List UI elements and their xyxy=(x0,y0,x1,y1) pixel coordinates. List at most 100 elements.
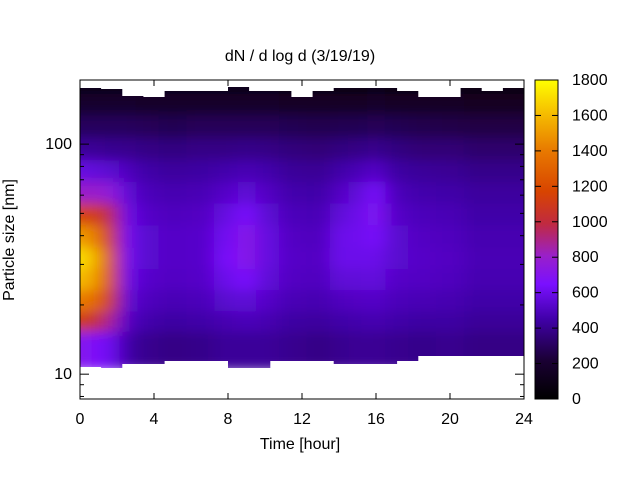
heatmap-cell xyxy=(255,310,280,332)
heatmap-cell xyxy=(436,224,465,248)
colorbar-tick-label: 1200 xyxy=(572,178,608,195)
heatmap-cell xyxy=(491,137,524,161)
heatmap-cell xyxy=(436,202,465,226)
x-tick-label: 12 xyxy=(293,411,311,428)
heatmap-cell xyxy=(463,137,493,161)
heatmap-cell xyxy=(385,181,410,204)
heatmap-cell xyxy=(158,268,188,291)
heatmap-cell xyxy=(91,330,107,372)
heatmap-cell xyxy=(348,114,368,138)
heatmap-cell xyxy=(214,224,238,248)
heatmap-cell xyxy=(306,93,331,116)
heatmap-cell xyxy=(105,137,121,161)
heatmap-cell xyxy=(135,224,160,248)
heatmap-cell xyxy=(463,289,493,312)
heatmap-cell xyxy=(329,330,350,372)
heatmap-cell xyxy=(278,310,308,332)
heatmap-cell xyxy=(348,224,368,248)
no-data-region-bottom xyxy=(80,356,524,399)
heatmap-cell xyxy=(91,137,107,161)
heatmap-cell xyxy=(105,330,121,372)
heatmap-cell xyxy=(436,289,465,312)
heatmap-cell xyxy=(491,289,524,312)
heatmap-cell xyxy=(186,93,215,116)
heatmap-cell xyxy=(119,289,137,312)
heatmap-cell xyxy=(105,268,121,291)
heatmap-cell xyxy=(329,268,350,291)
heatmap-cell xyxy=(329,114,350,138)
heatmap-cell xyxy=(366,202,387,226)
heatmap-cell xyxy=(463,224,493,248)
heatmap-cell xyxy=(436,114,465,138)
colorbar-tick-label: 0 xyxy=(572,391,581,408)
heatmap-cell xyxy=(105,93,121,116)
heatmap-cell xyxy=(237,202,257,226)
heatmap-cell xyxy=(366,268,387,291)
colorbar-tick-label: 800 xyxy=(572,249,599,266)
heatmap-cell xyxy=(385,289,410,312)
heatmap-cell xyxy=(186,289,215,312)
heatmap-cell xyxy=(91,114,107,138)
heatmap-cell xyxy=(91,289,107,312)
heatmap-cell xyxy=(158,114,188,138)
heatmap-cell xyxy=(119,159,137,182)
heatmap-cell xyxy=(237,330,257,372)
heatmap-cell xyxy=(385,246,410,270)
heatmap-cell xyxy=(366,137,387,161)
heatmap-cell xyxy=(348,289,368,312)
heatmap-cell xyxy=(408,310,437,332)
heatmap-cell xyxy=(463,246,493,270)
heatmap-cell xyxy=(158,93,188,116)
x-tick-label: 20 xyxy=(441,411,459,428)
heatmap-cell xyxy=(306,246,331,270)
heatmap-cell xyxy=(408,289,437,312)
heatmap-cell xyxy=(463,159,493,182)
heatmap-cell xyxy=(436,246,465,270)
x-tick-label: 0 xyxy=(76,411,85,428)
heatmap-cell xyxy=(105,224,121,248)
heatmap-cell xyxy=(348,137,368,161)
heatmap-cell xyxy=(436,159,465,182)
heatmap-cell xyxy=(237,114,257,138)
heatmap-cell xyxy=(491,114,524,138)
heatmap-cell xyxy=(491,224,524,248)
heatmap-cell xyxy=(237,310,257,332)
heatmap-cell xyxy=(408,181,437,204)
heatmap-cell xyxy=(348,310,368,332)
heatmap-cell xyxy=(158,181,188,204)
colorbar-tick-label: 1000 xyxy=(572,214,608,231)
heatmap-cell xyxy=(80,310,93,332)
colorbar-tick-label: 400 xyxy=(572,320,599,337)
heatmap-cell xyxy=(366,224,387,248)
heatmap-cell xyxy=(306,137,331,161)
heatmap-cell xyxy=(80,224,93,248)
heatmap-cell xyxy=(329,289,350,312)
heatmap-cell xyxy=(135,137,160,161)
heatmap-cell xyxy=(105,114,121,138)
colorbar-tick-label: 1400 xyxy=(572,143,608,160)
colorbar-tick-label: 1600 xyxy=(572,107,608,124)
missing-data-mask xyxy=(80,80,524,399)
heatmap-cell xyxy=(306,289,331,312)
heatmap-cell xyxy=(214,93,238,116)
heatmap-cell xyxy=(306,181,331,204)
x-axis: 0 4 8 12 16 20 24 xyxy=(76,80,533,428)
heatmap-cell xyxy=(237,224,257,248)
heatmap-cell xyxy=(158,310,188,332)
heatmap-cell xyxy=(119,202,137,226)
heatmap-cell xyxy=(80,289,93,312)
heatmap-cell xyxy=(463,93,493,116)
heatmap-cell xyxy=(255,289,280,312)
x-tick-label: 4 xyxy=(150,411,159,428)
heatmap-cell xyxy=(135,310,160,332)
heatmap-cell xyxy=(491,159,524,182)
heatmap-cell xyxy=(214,159,238,182)
heatmap-cell xyxy=(158,246,188,270)
heatmap-cell xyxy=(158,289,188,312)
heatmap-cell xyxy=(119,330,137,372)
heatmap-cell xyxy=(135,93,160,116)
heatmap-cell xyxy=(436,93,465,116)
heatmap-cell xyxy=(278,224,308,248)
colorbar-axis: 0 200 400 600 800 1000 1200 1400 1600 1800 xyxy=(535,72,608,408)
heatmap-cell xyxy=(348,202,368,226)
